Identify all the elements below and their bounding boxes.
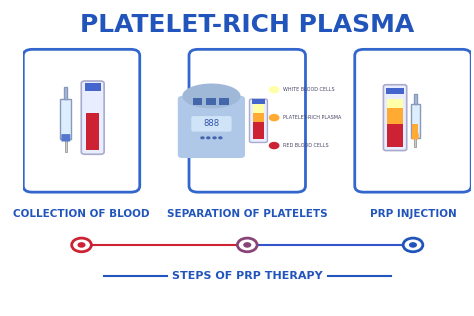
Text: PLATELET-RICH PLASMA: PLATELET-RICH PLASMA bbox=[80, 13, 414, 37]
Bar bbox=[386, 88, 404, 94]
FancyBboxPatch shape bbox=[189, 49, 305, 192]
Circle shape bbox=[243, 242, 251, 248]
Bar bbox=[387, 124, 403, 147]
Bar bbox=[65, 138, 67, 152]
Bar bbox=[414, 137, 416, 147]
FancyBboxPatch shape bbox=[81, 81, 104, 154]
Text: COLLECTION OF BLOOD: COLLECTION OF BLOOD bbox=[13, 209, 150, 219]
Bar bbox=[219, 98, 229, 105]
Bar bbox=[64, 87, 67, 99]
Ellipse shape bbox=[182, 83, 240, 108]
FancyBboxPatch shape bbox=[355, 49, 471, 192]
Bar bbox=[206, 98, 216, 105]
Text: STEPS OF PRP THERAPY: STEPS OF PRP THERAPY bbox=[172, 271, 323, 281]
Circle shape bbox=[206, 136, 210, 139]
FancyBboxPatch shape bbox=[383, 85, 407, 150]
Bar bbox=[253, 104, 264, 113]
Circle shape bbox=[218, 136, 223, 139]
Bar bbox=[412, 124, 419, 136]
Text: SEPARATION OF PLATELETS: SEPARATION OF PLATELETS bbox=[167, 209, 328, 219]
Circle shape bbox=[403, 238, 423, 252]
Bar bbox=[414, 94, 417, 104]
Bar bbox=[253, 122, 264, 139]
FancyBboxPatch shape bbox=[249, 99, 267, 143]
FancyBboxPatch shape bbox=[178, 96, 245, 158]
Text: WHITE BLOOD CELLS: WHITE BLOOD CELLS bbox=[283, 87, 335, 92]
Bar bbox=[61, 99, 71, 139]
Circle shape bbox=[269, 114, 280, 121]
Bar bbox=[387, 108, 403, 124]
FancyBboxPatch shape bbox=[61, 134, 70, 142]
Text: PLATELET-RICH PLASMA: PLATELET-RICH PLASMA bbox=[283, 115, 341, 120]
Text: PRP INJECTION: PRP INJECTION bbox=[370, 209, 456, 219]
Circle shape bbox=[200, 136, 205, 139]
Bar bbox=[411, 104, 419, 138]
Bar bbox=[252, 99, 265, 104]
Bar bbox=[387, 99, 403, 108]
Text: RED BLOOD CELLS: RED BLOOD CELLS bbox=[283, 143, 328, 148]
Circle shape bbox=[269, 142, 280, 149]
Bar bbox=[86, 113, 99, 150]
FancyBboxPatch shape bbox=[411, 133, 419, 139]
Bar bbox=[192, 98, 202, 105]
Bar bbox=[85, 83, 100, 91]
Circle shape bbox=[409, 242, 417, 248]
Circle shape bbox=[72, 238, 91, 252]
FancyBboxPatch shape bbox=[191, 116, 232, 131]
Circle shape bbox=[77, 242, 85, 248]
Circle shape bbox=[269, 86, 280, 94]
Circle shape bbox=[237, 238, 257, 252]
FancyBboxPatch shape bbox=[23, 49, 140, 192]
Circle shape bbox=[212, 136, 217, 139]
Bar bbox=[253, 113, 264, 122]
Text: 888: 888 bbox=[203, 119, 219, 128]
